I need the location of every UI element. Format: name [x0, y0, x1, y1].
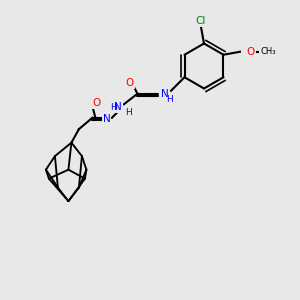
Text: N: N [161, 89, 169, 99]
Text: H: H [125, 108, 132, 117]
Text: CH₃: CH₃ [260, 47, 276, 56]
Text: N: N [103, 114, 110, 124]
Text: O: O [126, 78, 134, 88]
Text: H: H [110, 103, 117, 112]
Text: N: N [114, 102, 122, 112]
Text: O: O [246, 47, 255, 57]
Text: H: H [166, 95, 173, 104]
Text: Cl: Cl [196, 16, 206, 26]
Text: O: O [92, 98, 100, 108]
